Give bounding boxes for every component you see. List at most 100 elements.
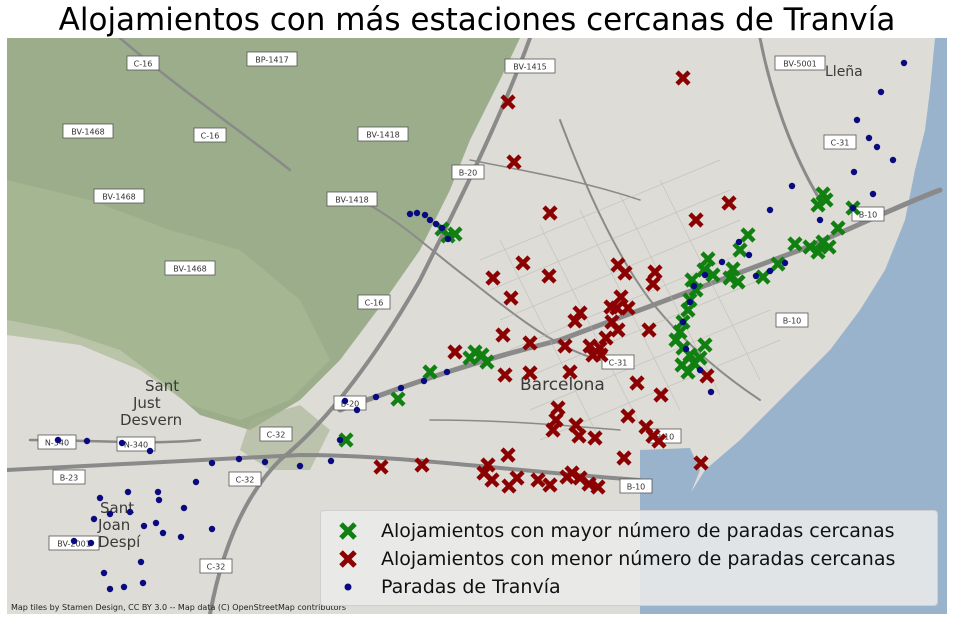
place-labels: Barcelona Sant Just Desvern Sant Joan De…	[97, 64, 863, 551]
accommodation-low-marker	[506, 154, 522, 170]
tram-stop-marker	[208, 459, 216, 467]
accommodation-low-marker	[541, 268, 557, 284]
tram-stop-marker	[192, 478, 200, 486]
accommodation-low-marker	[582, 338, 598, 354]
place-label-barcelona: Barcelona	[520, 375, 605, 395]
tram-stop-marker	[850, 168, 858, 176]
tram-stop-marker	[781, 259, 789, 267]
tram-stop-marker	[397, 384, 405, 392]
tram-stop-marker	[682, 345, 690, 353]
road-shield-box	[775, 312, 809, 328]
accommodation-low-marker	[651, 433, 667, 449]
place-label-sant-just-1: Sant	[145, 377, 179, 395]
tram-stop-marker	[96, 494, 104, 502]
road-shield-box	[504, 58, 556, 74]
road-shield-box	[52, 469, 86, 485]
road-shield-box	[823, 134, 857, 150]
road-shield-box	[193, 127, 227, 143]
tram-stop-marker	[788, 182, 796, 190]
accommodation-high-marker	[732, 242, 748, 258]
tram-stop-marker	[372, 393, 380, 401]
tram-stop-marker	[900, 59, 908, 67]
blue-dot-icon	[344, 583, 352, 591]
accommodation-low-marker	[480, 457, 496, 473]
road-shield-label: C-16	[365, 299, 384, 308]
road-shield-box	[246, 51, 298, 67]
accommodation-high-marker	[730, 274, 746, 290]
road-shield-label: BP-1417	[255, 56, 288, 65]
accommodation-low-marker	[495, 327, 511, 343]
tram-stop-marker	[438, 224, 446, 232]
tram-stop-marker	[90, 515, 98, 523]
tram-stop-marker	[159, 529, 167, 537]
road-shield-box	[357, 294, 391, 310]
accommodation-high-marker	[700, 251, 716, 267]
tram-stop-marker	[426, 216, 434, 224]
tram-stop-marker	[766, 206, 774, 214]
tram-stop-marker	[137, 558, 145, 566]
road-shield-label: C-31	[609, 359, 628, 368]
accommodation-high-marker	[672, 324, 688, 340]
tram-stop-marker	[83, 437, 91, 445]
tram-stop-marker	[701, 271, 709, 279]
legend-label-bottom: Alojamientos con menor número de paradas…	[381, 548, 896, 570]
accommodation-low-marker	[503, 290, 519, 306]
accommodation-low-marker	[693, 455, 709, 471]
road-shield-box	[164, 260, 216, 276]
marker-layer	[54, 59, 908, 593]
accommodation-low-marker	[522, 335, 538, 351]
accommodation-high-marker	[787, 236, 803, 252]
legend-item-stops: Paradas de Tranvía	[335, 573, 561, 601]
tram-stop-marker	[124, 488, 132, 496]
place-label-sant-joan-3: Despí	[98, 533, 141, 551]
tram-stop-marker	[120, 583, 128, 591]
accommodation-low-marker	[562, 364, 578, 380]
accommodation-high-marker	[674, 357, 690, 373]
accommodation-low-marker	[373, 459, 389, 475]
legend-label-stops: Paradas de Tranvía	[381, 576, 561, 598]
road-shield-label: BV-1468	[173, 265, 207, 274]
tram-stop-marker	[877, 88, 885, 96]
road-shield-label: C-32	[207, 563, 226, 572]
accommodation-low-marker	[542, 205, 558, 221]
map-attribution: Map tiles by Stamen Design, CC BY 3.0 --…	[11, 603, 347, 612]
accommodation-high-marker	[338, 432, 354, 448]
tram-stop-marker	[849, 204, 857, 212]
tram-stop-marker	[140, 522, 148, 530]
tram-stop-marker	[707, 388, 715, 396]
accommodation-low-marker	[522, 365, 538, 381]
accommodation-low-marker	[699, 368, 715, 384]
tram-stop-marker	[679, 318, 687, 326]
green-x-icon	[339, 522, 357, 540]
accommodation-low-marker	[550, 400, 566, 416]
road-shield-box	[126, 55, 160, 71]
road-shield-label: B-10	[783, 317, 802, 326]
accommodation-low-marker	[620, 408, 636, 424]
accommodation-high-marker	[697, 337, 713, 353]
tram-stop-marker	[54, 436, 62, 444]
road-shield-label: N-340	[124, 441, 148, 450]
tram-stop-marker	[296, 462, 304, 470]
accommodation-high-marker	[830, 220, 846, 236]
road-shield-label: B-23	[60, 474, 79, 483]
red-x-icon	[339, 550, 357, 568]
accommodation-low-marker	[617, 265, 633, 281]
accommodation-high-marker	[810, 197, 826, 213]
tram-stop-marker	[261, 458, 269, 466]
tram-stop-marker	[118, 439, 126, 447]
sea-area	[640, 38, 947, 614]
accommodation-low-marker	[559, 469, 575, 485]
road-shield-box	[451, 164, 485, 180]
tram-stop-marker	[336, 436, 344, 444]
road-shield-box	[259, 426, 293, 442]
accommodation-low-marker	[497, 367, 513, 383]
map-view[interactable]: C-16 BP-1417 BV-1415 BV-5001 BV-1468 C-16 BV-1…	[7, 38, 947, 614]
accommodation-low-marker	[620, 300, 636, 316]
tram-stop-marker	[177, 533, 185, 541]
tram-stop-marker	[106, 510, 114, 518]
accommodation-high-marker	[462, 350, 478, 366]
tram-stop-marker	[208, 525, 216, 533]
tram-stop-marker	[180, 504, 188, 512]
accommodation-low-marker	[501, 478, 517, 494]
accommodation-low-marker	[484, 472, 500, 488]
